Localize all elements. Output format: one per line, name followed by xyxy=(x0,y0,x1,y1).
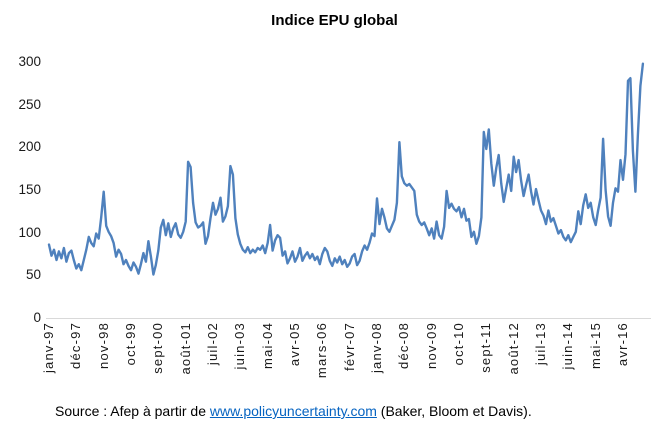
x-axis-label: juil-02 xyxy=(204,322,220,366)
x-axis-label: nov-98 xyxy=(95,322,111,369)
x-axis-label: janv-08 xyxy=(368,322,384,374)
x-axis-label: juin-03 xyxy=(232,322,248,370)
x-axis-label: juin-14 xyxy=(560,322,576,370)
y-axis-label: 200 xyxy=(18,139,41,155)
x-axis-label: août-12 xyxy=(505,322,521,375)
x-axis-label: avr-16 xyxy=(614,322,630,367)
epu-series-line xyxy=(47,62,645,276)
x-axis-label: janv-97 xyxy=(41,322,56,374)
x-axis-label: oct-10 xyxy=(450,322,466,366)
source-text-suffix: (Baker, Bloom et Davis). xyxy=(376,403,532,419)
x-axis-label: mai-15 xyxy=(587,322,603,369)
x-axis-label: sept-11 xyxy=(478,322,494,373)
x-axis-label: sept-00 xyxy=(150,322,166,374)
x-axis-label: juil-13 xyxy=(532,322,548,366)
source-caption: Source : Afep à partir de www.policyunce… xyxy=(55,403,532,419)
source-text-prefix: Source : Afep à partir de xyxy=(55,403,210,419)
x-axis-label: mai-04 xyxy=(259,322,275,369)
chart-title: Indice EPU global xyxy=(271,12,398,29)
y-axis-label: 150 xyxy=(18,182,41,197)
x-axis-label: nov-09 xyxy=(423,322,439,369)
x-axis-label: oct-99 xyxy=(122,322,138,366)
x-axis-label: août-01 xyxy=(177,322,193,375)
x-axis-label: févr-07 xyxy=(341,322,357,371)
x-axis-label: déc-08 xyxy=(396,322,412,369)
y-axis-label: 100 xyxy=(18,224,41,240)
y-axis-label: 300 xyxy=(18,54,41,69)
x-axis-label: mars-06 xyxy=(314,322,330,379)
y-axis-label: 250 xyxy=(18,96,41,112)
x-axis-label: avr-05 xyxy=(286,322,302,367)
x-axis-label: déc-97 xyxy=(68,322,84,369)
y-axis-label: 0 xyxy=(33,310,41,325)
y-axis-label: 50 xyxy=(25,267,41,283)
policyuncertainty-link[interactable]: www.policyuncertainty.com xyxy=(209,403,377,419)
